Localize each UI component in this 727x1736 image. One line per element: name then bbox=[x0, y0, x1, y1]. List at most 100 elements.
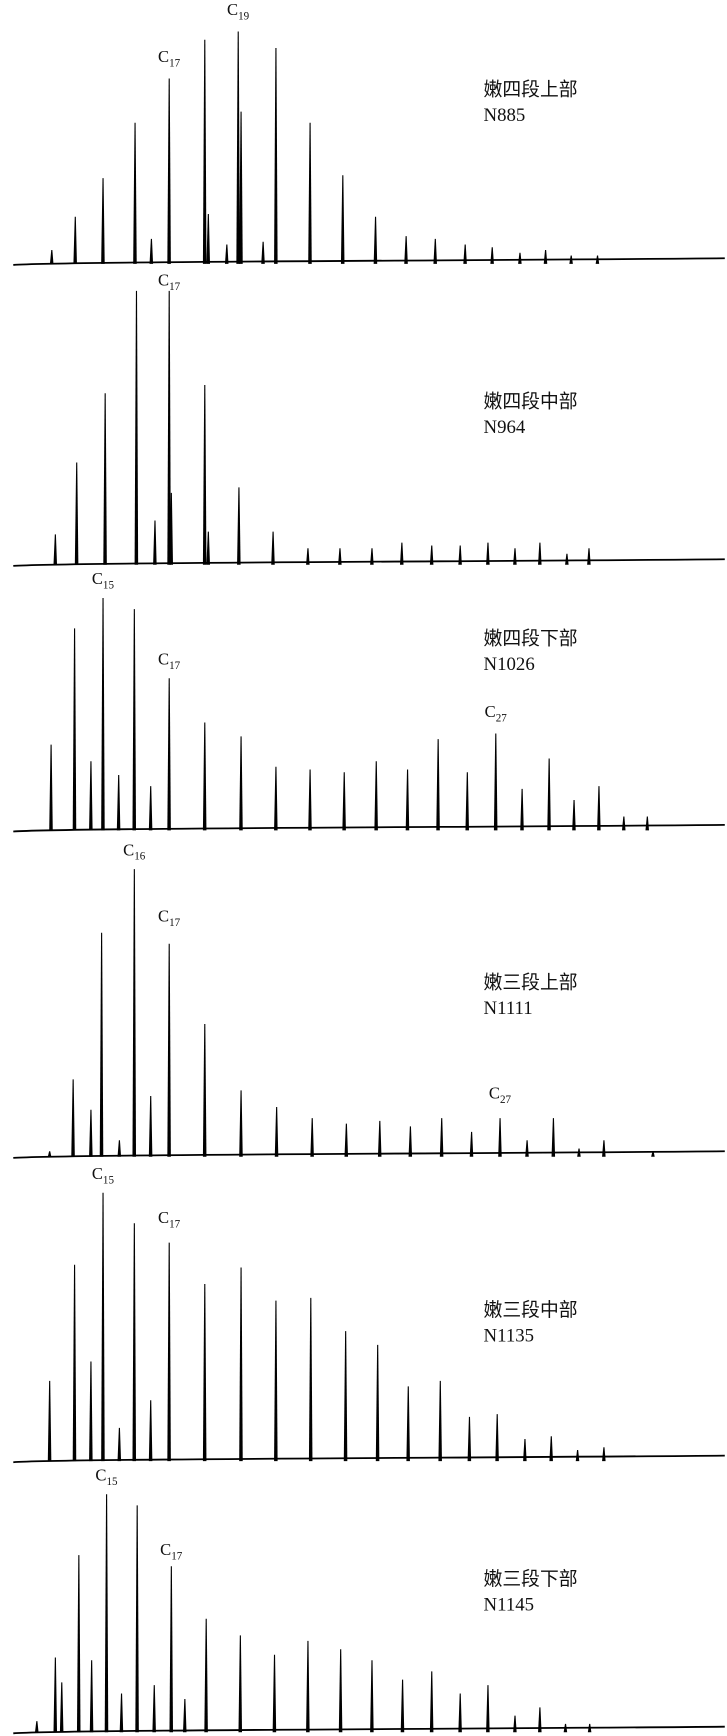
peak bbox=[99, 932, 104, 1157]
peak bbox=[338, 1649, 343, 1733]
peak-annotation: C17 bbox=[160, 1540, 183, 1562]
peak bbox=[34, 1721, 39, 1733]
annotation-subscript: 15 bbox=[106, 1476, 118, 1488]
peak bbox=[53, 534, 58, 565]
peak bbox=[308, 1297, 313, 1462]
annotation-letter: C bbox=[227, 0, 238, 19]
peak bbox=[513, 1715, 517, 1733]
peak bbox=[597, 786, 601, 831]
peak bbox=[493, 733, 498, 831]
peak-annotation: C17 bbox=[158, 47, 181, 69]
peak bbox=[486, 542, 490, 565]
peak bbox=[458, 545, 462, 565]
peak bbox=[274, 1300, 278, 1462]
peak bbox=[47, 1380, 52, 1462]
peak bbox=[224, 244, 229, 264]
peak bbox=[135, 1505, 139, 1733]
peak bbox=[272, 1654, 277, 1733]
peak bbox=[239, 111, 243, 264]
peak bbox=[167, 1242, 171, 1462]
peak bbox=[59, 1682, 64, 1733]
peak bbox=[498, 1118, 502, 1157]
annotation-letter: C bbox=[485, 702, 496, 721]
peak bbox=[101, 598, 105, 831]
peak bbox=[148, 1095, 153, 1157]
annotation-subscript: 16 bbox=[134, 851, 146, 863]
well-name: N1026 bbox=[484, 654, 535, 675]
peak bbox=[549, 1436, 553, 1462]
peak bbox=[72, 628, 77, 831]
peak bbox=[543, 249, 548, 264]
well-name: N885 bbox=[484, 105, 526, 126]
peak bbox=[577, 1148, 581, 1157]
peak bbox=[117, 1427, 122, 1462]
peak bbox=[104, 1494, 109, 1733]
peak bbox=[202, 722, 207, 831]
peak bbox=[202, 1284, 207, 1462]
peak bbox=[587, 1723, 592, 1733]
peak bbox=[587, 548, 591, 565]
peak-annotation: C17 bbox=[158, 270, 181, 292]
peak bbox=[167, 290, 171, 565]
peak bbox=[438, 1380, 442, 1462]
peak bbox=[602, 1140, 606, 1157]
peak bbox=[271, 531, 275, 565]
peak bbox=[490, 247, 494, 264]
annotation-letter: C bbox=[158, 649, 169, 668]
peak bbox=[340, 175, 345, 264]
peak bbox=[71, 1079, 75, 1157]
peak bbox=[400, 1679, 405, 1733]
peak bbox=[621, 816, 626, 831]
well-name: N1111 bbox=[484, 998, 533, 1019]
peak bbox=[132, 609, 137, 831]
peak bbox=[149, 238, 154, 264]
peak bbox=[525, 1140, 529, 1157]
peak-annotation: C17 bbox=[158, 1208, 181, 1230]
peak bbox=[116, 775, 121, 831]
peak-annotation: C19 bbox=[227, 0, 250, 22]
annotation-letter: C bbox=[158, 47, 169, 66]
peak-annotation: C17 bbox=[158, 649, 181, 671]
peak bbox=[49, 249, 54, 264]
peak bbox=[132, 1223, 137, 1462]
sample-name: 嫩三段下部 bbox=[484, 1568, 578, 1590]
peak bbox=[76, 1555, 81, 1733]
peak-annotation: C27 bbox=[489, 1084, 512, 1106]
peak bbox=[153, 520, 157, 565]
annotation-subscript: 15 bbox=[103, 580, 115, 592]
peak bbox=[238, 1635, 243, 1733]
peak bbox=[433, 238, 437, 264]
sample-name: 嫩四段下部 bbox=[484, 627, 578, 649]
annotation-subscript: 27 bbox=[500, 1094, 512, 1106]
peak bbox=[563, 1723, 568, 1733]
annotation-subscript: 17 bbox=[169, 917, 181, 929]
well-name: N964 bbox=[484, 417, 526, 438]
peak bbox=[89, 1361, 93, 1462]
annotation-letter: C bbox=[489, 1084, 500, 1103]
peak bbox=[133, 122, 137, 264]
baseline bbox=[13, 257, 725, 266]
annotation-letter: C bbox=[158, 907, 169, 926]
peak bbox=[103, 393, 107, 565]
peak bbox=[513, 548, 517, 565]
annotation-subscript: 15 bbox=[103, 1174, 115, 1186]
annotation-subscript: 17 bbox=[169, 660, 181, 672]
peak bbox=[117, 1140, 122, 1157]
annotation-subscript: 17 bbox=[169, 1219, 181, 1231]
peak bbox=[152, 1685, 156, 1733]
peak bbox=[306, 1640, 310, 1733]
sample-name: 嫩三段上部 bbox=[484, 972, 578, 994]
peak bbox=[89, 1660, 94, 1733]
annotation-subscript: 17 bbox=[169, 281, 181, 293]
baseline bbox=[13, 823, 725, 833]
peak bbox=[236, 31, 240, 264]
peak bbox=[465, 772, 469, 831]
annotation-letter: C bbox=[158, 1208, 169, 1227]
sample-name: 嫩三段中部 bbox=[484, 1299, 578, 1321]
annotation-letter: C bbox=[92, 569, 103, 588]
peak bbox=[261, 241, 265, 264]
peak bbox=[308, 122, 312, 264]
